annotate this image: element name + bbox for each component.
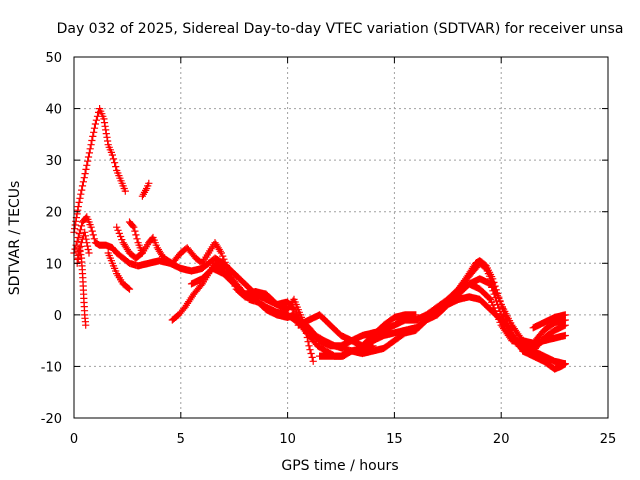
plus-marks: [529, 311, 569, 332]
plus-marks: [422, 293, 516, 334]
series-trace-11: [294, 311, 420, 350]
plus-marks: [138, 179, 153, 200]
y-axis-label: SDTVAR / TECUs: [7, 181, 23, 296]
plus-marks: [74, 228, 93, 262]
plus-marks: [316, 342, 377, 360]
series-trace-4: [125, 218, 146, 257]
y-tick-label: 10: [45, 257, 62, 272]
plus-marks: [519, 347, 569, 373]
plus-marks: [294, 311, 420, 350]
axis-ticks: [73, 56, 609, 419]
plus-marks: [125, 218, 146, 257]
series-trace-8: [104, 249, 134, 293]
y-tick-label: 0: [54, 309, 62, 324]
plot-frame: [73, 56, 609, 419]
series-trace-13: [454, 257, 569, 355]
plus-marks: [73, 244, 90, 329]
plus-marks: [454, 257, 569, 355]
x-tick-labels: 0 5 10 15 20 25: [70, 432, 616, 447]
x-axis-label: GPS time / hours: [281, 458, 398, 474]
series-trace-14: [529, 311, 569, 332]
data-marks: [70, 105, 569, 373]
x-tick-label: 5: [177, 432, 185, 447]
chart-title: Day 032 of 2025, Sidereal Day-to-day VTE…: [57, 21, 624, 37]
series-trace-16: [422, 293, 516, 334]
series-trace-1: [70, 105, 129, 236]
x-tick-label: 0: [70, 432, 78, 447]
plus-marks: [70, 105, 129, 236]
series-trace-7: [74, 228, 93, 262]
x-tick-label: 15: [386, 432, 403, 447]
y-tick-label: -20: [41, 412, 62, 427]
y-tick-label: 40: [45, 103, 62, 118]
series-trace-6: [73, 244, 90, 329]
y-tick-label: 50: [45, 51, 62, 66]
plus-marks: [104, 249, 134, 293]
y-tick-label: 20: [45, 206, 62, 221]
series-trace-15: [519, 347, 569, 373]
x-tick-label: 10: [279, 432, 296, 447]
x-tick-label: 25: [600, 432, 617, 447]
y-tick-label: 30: [45, 154, 62, 169]
grid-lines: [74, 57, 608, 418]
x-tick-label: 20: [493, 432, 510, 447]
y-tick-labels: -20 -10 0 10 20 30 40 50: [41, 51, 62, 427]
series-trace-5: [138, 179, 153, 200]
y-tick-label: -10: [41, 360, 62, 375]
series-trace-12: [316, 342, 377, 360]
